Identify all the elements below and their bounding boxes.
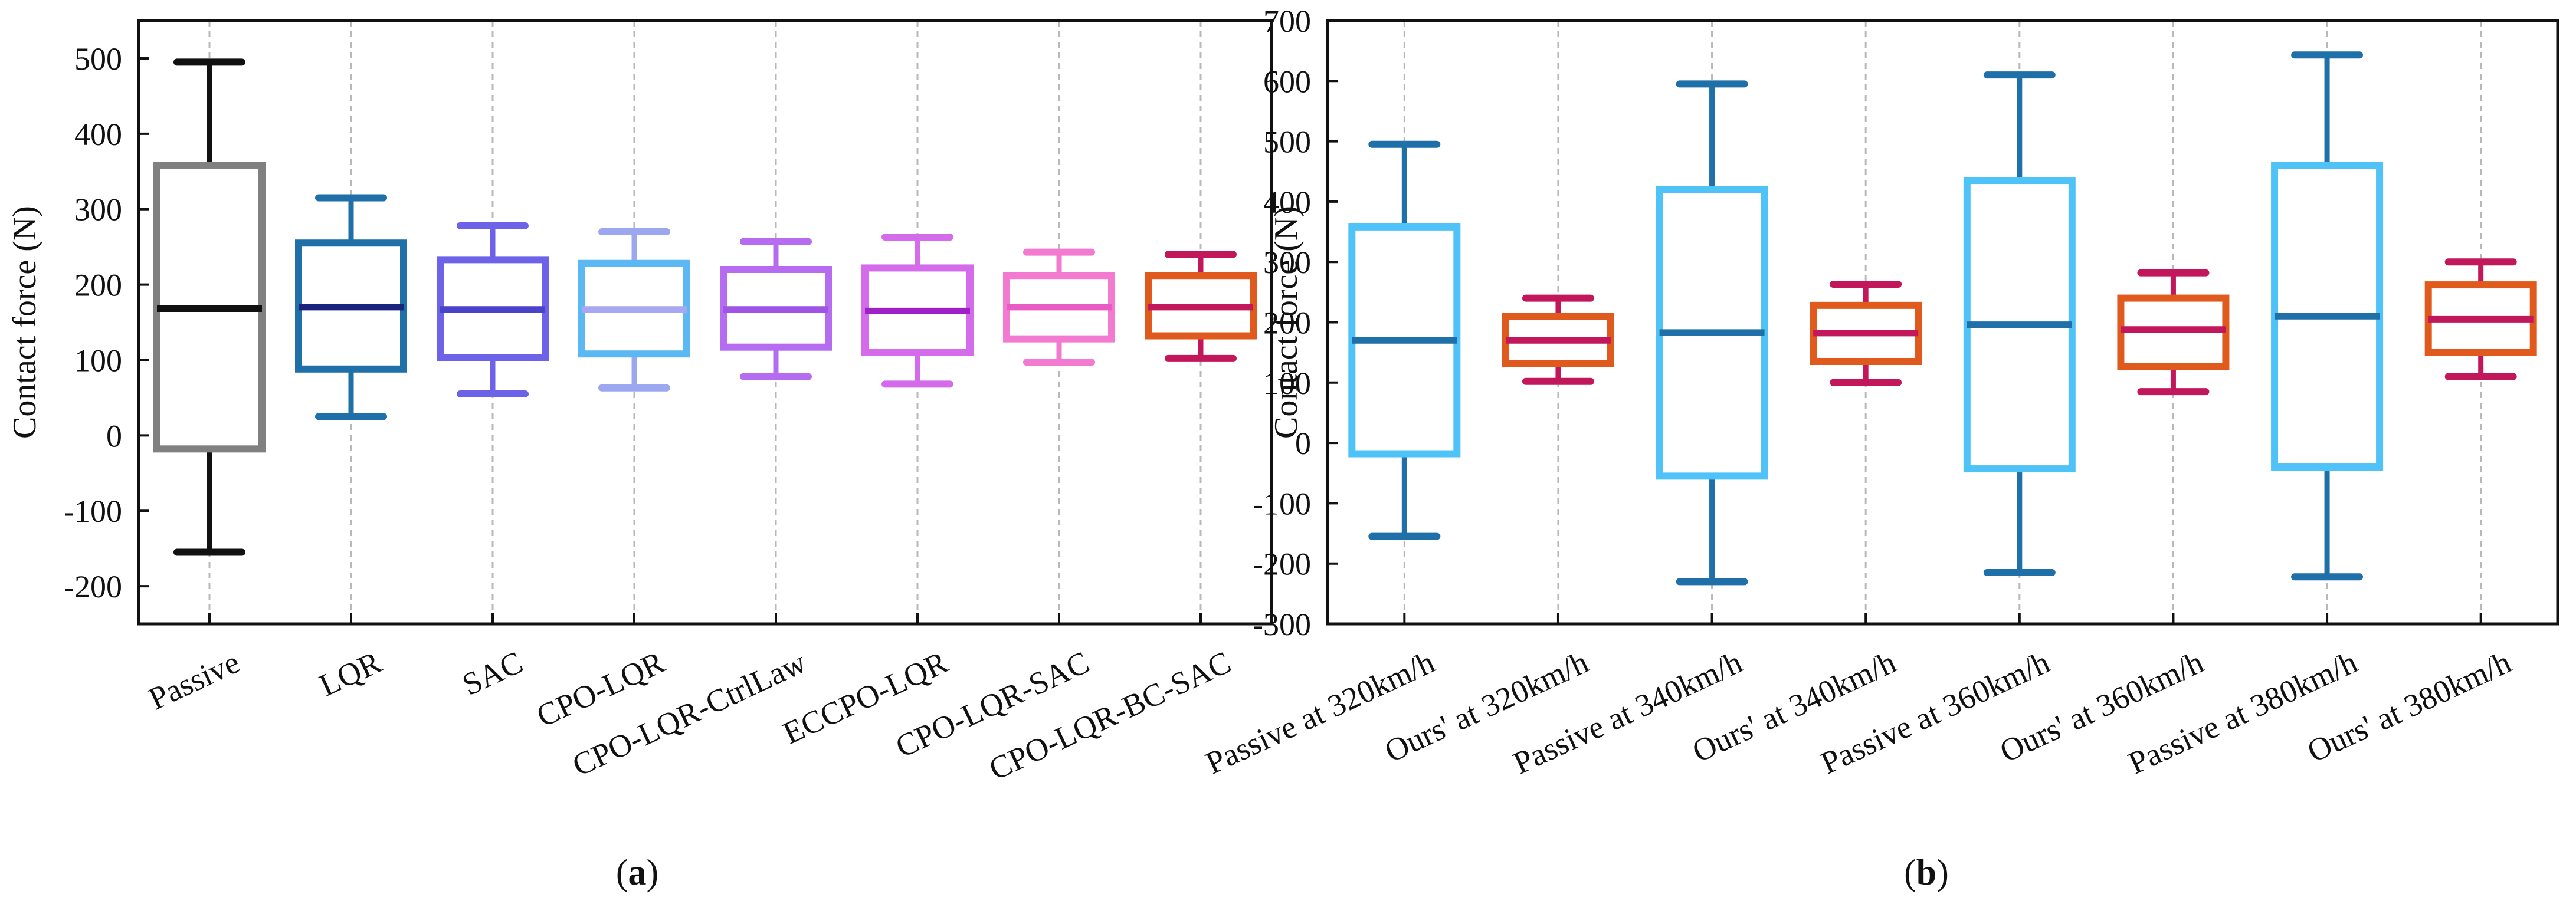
- y-tick-label: -100: [1253, 486, 1311, 521]
- y-tick-label: 100: [74, 343, 122, 378]
- x-tick-label: Passive: [143, 644, 245, 716]
- y-tick-label: 300: [74, 192, 122, 228]
- panel-b-chart: -300 -200 -100 0 100 200 300 400 500 600 700 Contac…: [1200, 4, 2559, 781]
- y-tick-label: 200: [1263, 305, 1311, 341]
- y-tick-label: 300: [1263, 245, 1311, 280]
- y-tick-label: 200: [74, 268, 122, 303]
- panel-a-chart: -200 -100 0 100 200 300 400 500 Contact force (N…: [6, 19, 1273, 787]
- y-tick-label: 500: [74, 41, 122, 77]
- x-tick-label: SAC: [457, 644, 529, 702]
- y-axis-label: Contact force (N): [1268, 206, 1305, 439]
- y-tick-label: 500: [1263, 124, 1311, 160]
- plot-frame: [137, 19, 1273, 626]
- y-tick-label: -200: [64, 569, 122, 604]
- y-tick-label: -200: [1253, 547, 1311, 582]
- x-tick-label: CPO-LQR-CtrlLaw: [567, 644, 811, 783]
- x-tick-label: CPO-LQR-BC-SAC: [984, 644, 1236, 787]
- y-tick-label: 600: [1263, 64, 1311, 99]
- y-tick-label: 0: [1295, 426, 1311, 461]
- caption-a-letter: a: [628, 853, 647, 893]
- x-tick-label: LQR: [314, 644, 386, 703]
- y-tick-label: -300: [1253, 607, 1311, 642]
- y-tick-label: 100: [1263, 366, 1311, 401]
- y-tick-label: 400: [74, 117, 122, 152]
- plot-frame: [1326, 19, 2559, 626]
- caption-a: (a): [616, 853, 658, 893]
- caption-b-letter: b: [1916, 853, 1936, 893]
- y-tick-label: -100: [64, 494, 122, 529]
- y-tick-label: 0: [106, 418, 122, 453]
- y-tick-label: 700: [1263, 4, 1311, 39]
- caption-b: (b): [1904, 853, 1949, 893]
- y-tick-label: 400: [1263, 185, 1311, 220]
- y-axis-label: Contact force (N): [6, 206, 43, 439]
